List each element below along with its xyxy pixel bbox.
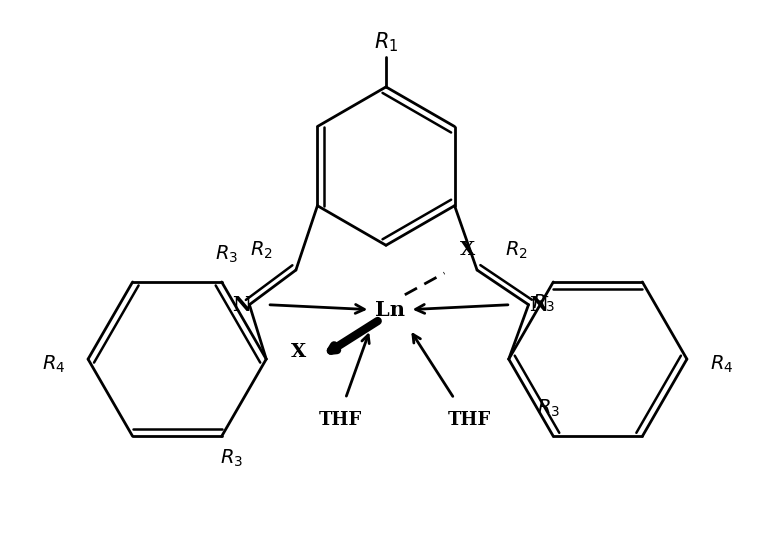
Text: $R_1$: $R_1$ [374,31,398,54]
Text: $R_3$: $R_3$ [215,243,239,265]
Text: $R_2$: $R_2$ [250,240,273,261]
Text: $R_3$: $R_3$ [532,293,555,315]
Text: N: N [232,295,251,315]
Text: $R_4$: $R_4$ [42,353,65,375]
Text: $R_3$: $R_3$ [220,447,243,469]
Text: X: X [459,241,475,259]
Text: $R_4$: $R_4$ [710,353,733,375]
Text: N: N [529,295,548,315]
Text: Ln: Ln [375,300,405,319]
Text: THF: THF [448,411,491,429]
Text: $R_3$: $R_3$ [537,398,560,419]
Text: $R_2$: $R_2$ [505,240,528,261]
Text: THF: THF [319,411,362,429]
Text: X: X [291,343,306,361]
